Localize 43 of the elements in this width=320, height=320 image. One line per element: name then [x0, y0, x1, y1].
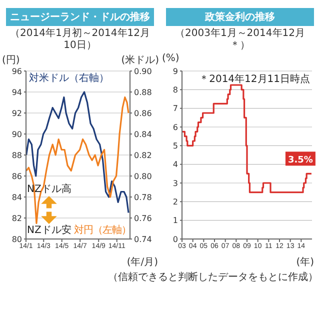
y2-tick-label: 0.76 [134, 214, 152, 223]
y-tick-label: 96 [12, 66, 22, 76]
series-label: 対米ドル（右軸） [29, 73, 109, 84]
y-tick-label: 3 [172, 178, 178, 188]
x-axis-title: (年/月) [126, 256, 158, 269]
y-axis-title: (%) [162, 53, 180, 64]
y2-tick-label: 0.86 [134, 108, 152, 118]
y-tick-label: 1 [172, 216, 178, 226]
y-tick-label: 9 [172, 66, 178, 76]
y-tick-label: 82 [12, 214, 22, 223]
chart-subtitle: （2014年1月初～2014年12月10日） [10, 28, 150, 52]
text: 対円（左軸） [74, 225, 131, 236]
y-tick-label: 0 [172, 234, 178, 244]
y-tick-label: 92 [12, 108, 22, 118]
y-tick-label: 90 [12, 130, 22, 139]
y-tick-label: 86 [12, 172, 22, 181]
y2-tick-label: 0.78 [134, 192, 152, 202]
y2-tick-label: 0.74 [134, 234, 152, 244]
y-tick-label: 5 [172, 142, 178, 151]
y-tick-label: 80 [12, 234, 22, 244]
text: （信頼できると判断したデータをもとに作成） [108, 270, 318, 284]
y-tick-label: 94 [12, 88, 22, 97]
y-tick-label: 84 [12, 192, 22, 202]
y2-tick-label: 0.88 [134, 88, 152, 97]
y2-tick-label: 0.84 [134, 130, 152, 139]
chart-subtitle: （2003年1月～2014年12月＊） [174, 28, 306, 52]
data-label: 3.5% [288, 156, 313, 166]
y2-axis-title: (米ドル) [121, 54, 159, 67]
annotation: ＊2014年12月11日時点 [199, 72, 310, 86]
y-axis-title: (円) [2, 54, 20, 67]
y2-tick-label: 0.82 [134, 150, 152, 160]
y2-tick-label: 0.90 [134, 66, 152, 76]
chart-title: ニュージーランド・ドルの推移 [6, 8, 154, 26]
y-tick-label: 2 [172, 198, 178, 207]
annotation: NZドル安 [27, 225, 72, 236]
y2-tick-label: 0.80 [134, 172, 152, 181]
y-tick-label: 6 [172, 122, 178, 132]
y-tick-label: 88 [12, 150, 22, 160]
y-tick-label: 7 [172, 104, 178, 114]
y-tick-label: 8 [172, 86, 178, 95]
chart-title: 政策金利の推移 [166, 8, 314, 26]
y-tick-label: 4 [172, 160, 178, 170]
x-axis-title: (年) [295, 256, 314, 269]
